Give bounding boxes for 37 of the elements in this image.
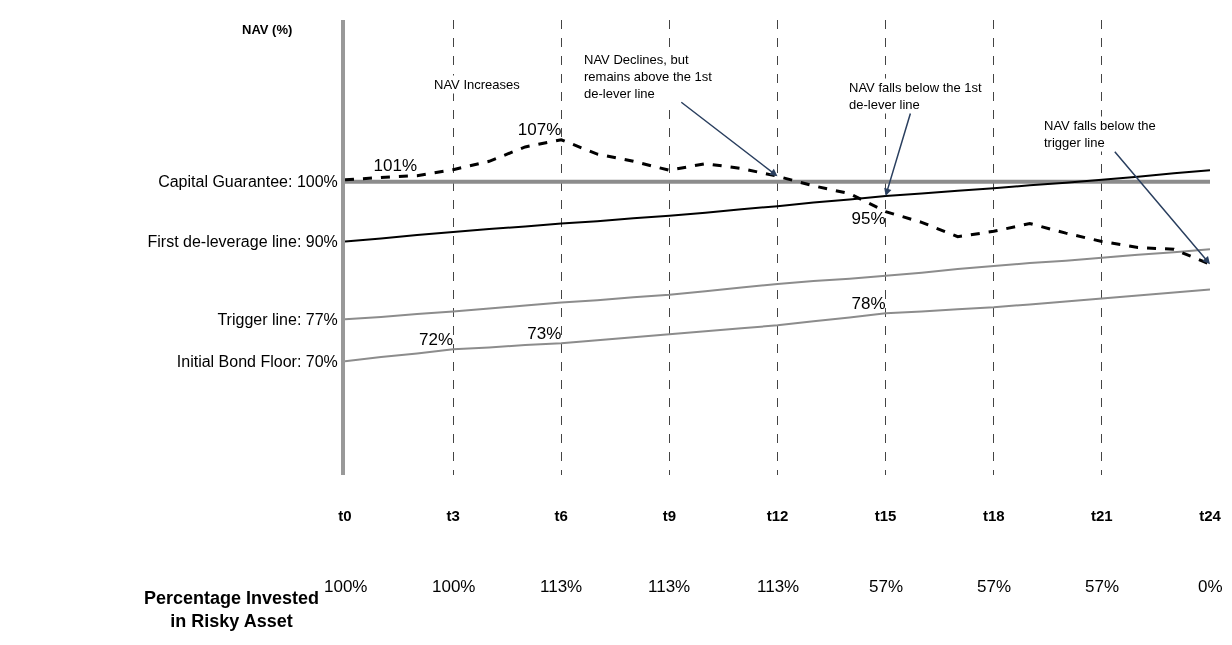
annotation: NAV falls below the 1st de-lever line [849,80,983,112]
y-axis-title: NAV (%) [242,22,293,37]
x-tick-label: t3 [446,507,460,524]
text: 100% [324,577,368,596]
line-series [345,288,1210,363]
annotation: NAV Declines, but remains above the 1st de-lever line [584,52,713,101]
x-tick-label: t18 [982,507,1005,524]
line-series [345,138,1210,266]
line-series [345,248,1210,321]
text: 57% [869,577,904,596]
x-tick-label: t15 [874,507,897,524]
x-tick-label: t9 [662,507,677,524]
annotation: NAV Increases [434,77,521,92]
y-tick-label: Initial Bond Floor: 70% [176,352,338,370]
x-tick-label: t12 [766,507,789,524]
annotation: NAV falls below the trigger line [1044,118,1156,150]
text: 57% [1085,577,1120,596]
data-label: 107% [517,120,562,140]
data-label: 78% [851,294,886,314]
data-label: 101% [373,156,418,176]
text: 57% [977,577,1012,596]
text: 0% [1198,577,1223,596]
text: 113% [757,577,800,596]
text: 113% [540,577,583,596]
x-tick-label: t6 [554,507,568,524]
y-tick-label: First de-leverage line: 90% [147,233,338,251]
y-tick-label: Capital Guarantee: 100% [158,173,338,191]
x-tick-label: t24 [1199,507,1222,524]
data-label: 72% [419,330,454,350]
x-tick-label: t21 [1091,507,1113,524]
text: Percentage Invested in Risky Asset [144,588,320,632]
data-label: 73% [527,324,562,344]
x-tick-label: t0 [338,507,352,524]
y-tick-label: Trigger line: 77% [217,310,338,328]
data-label: 95% [851,209,886,229]
text: 100% [432,577,476,596]
text: 113% [648,577,691,596]
